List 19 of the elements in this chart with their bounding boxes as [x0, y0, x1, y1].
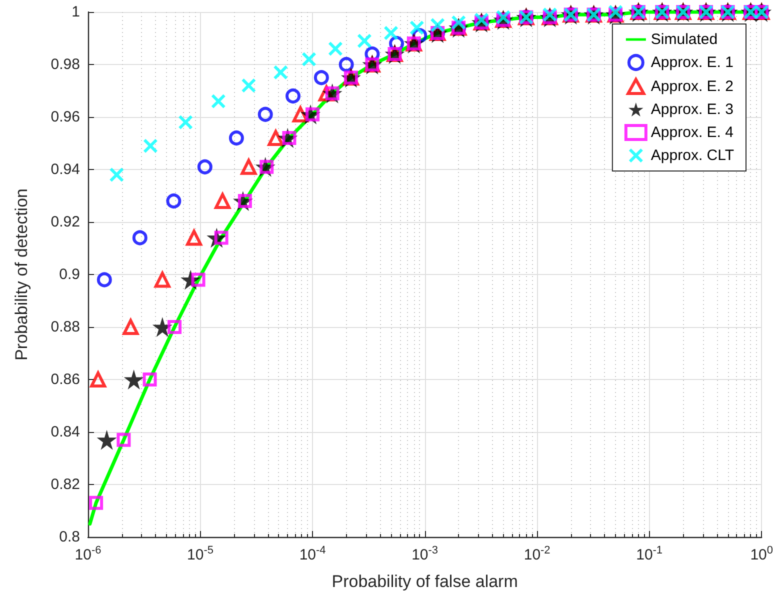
legend-label: Approx. CLT: [650, 147, 734, 164]
y-tick-label: 0.98: [50, 56, 80, 73]
y-tick-label: 0.92: [50, 214, 80, 230]
legend-label: Approx. E. 2: [650, 78, 734, 95]
x-axis-title: Probability of false alarm: [332, 572, 518, 591]
y-tick-label: 0.82: [50, 476, 80, 493]
y-tick-label: 0.96: [50, 108, 80, 126]
y-tick-label: 0.86: [50, 371, 80, 388]
legend-label: Approx. E. 4: [650, 124, 734, 141]
y-tick-label: 1: [72, 4, 80, 20]
y-tick-label: 0.94: [50, 161, 80, 178]
y-tick-label: 0.88: [50, 318, 80, 336]
y-tick-label: 0.9: [59, 266, 80, 283]
y-tick-label: 0.8: [59, 528, 80, 546]
y-tick-label: 0.84: [50, 424, 80, 440]
y-axis-title: Probability of detection: [12, 188, 31, 360]
legend-label: Approx. E. 3: [650, 101, 734, 118]
legend-label: Approx. E. 1: [650, 54, 734, 71]
legend-label: Simulated: [650, 31, 718, 48]
